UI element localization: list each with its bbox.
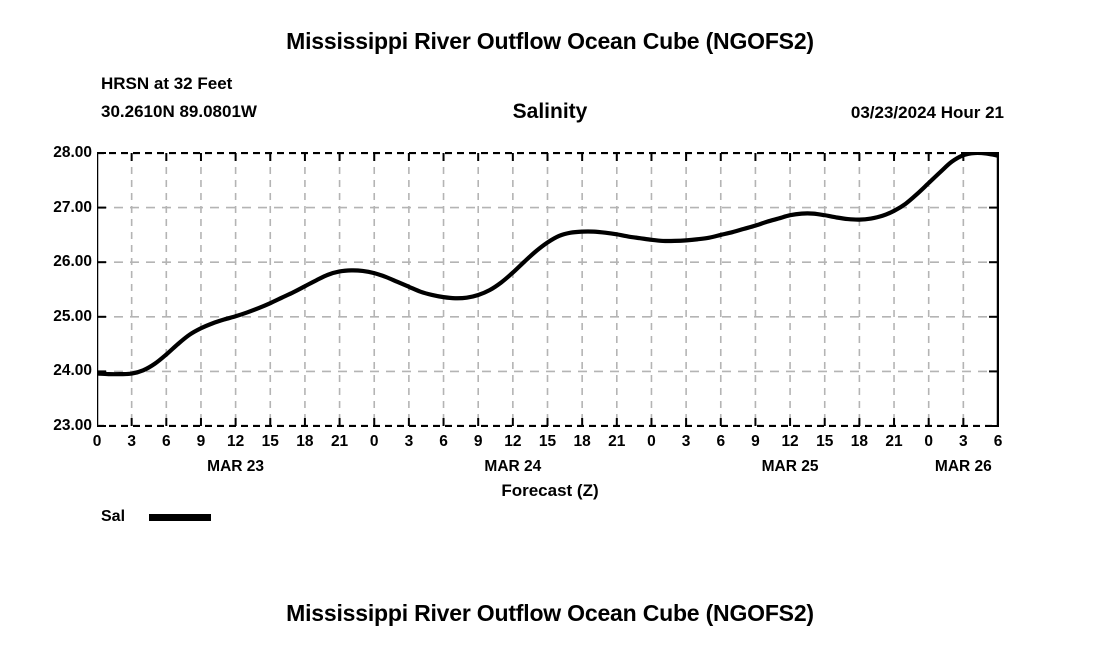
y-axis-tick-label: 28.00 — [53, 144, 92, 161]
legend: Sal — [101, 508, 212, 526]
x-axis-tick-label: 12 — [504, 433, 522, 450]
horizontal-gridlines — [98, 206, 997, 373]
x-axis-tick-label: 21 — [330, 433, 349, 450]
footer-title: Mississippi River Outflow Ocean Cube (NG… — [286, 600, 814, 626]
x-axis-tick-label: 0 — [92, 433, 102, 450]
plot-area — [97, 152, 999, 427]
valid-time-label: 03/23/2024 Hour 21 — [850, 103, 1004, 122]
x-axis-tick-label: 0 — [369, 433, 379, 450]
x-axis-tick-label: 15 — [816, 433, 834, 450]
y-axis-tick-label: 24.00 — [53, 362, 92, 380]
x-axis-tick-label: 21 — [608, 433, 626, 450]
x-axis-tick-label: 0 — [647, 433, 656, 450]
x-axis-title: Forecast (Z) — [501, 481, 599, 500]
x-axis-tick-label: 6 — [993, 433, 1003, 450]
x-axis-day-label: MAR 23 — [207, 458, 265, 475]
x-axis-tick-label: 3 — [127, 433, 136, 450]
station-depth-label: HRSN at 32 Feet — [101, 74, 233, 93]
x-axis-tick-label: 3 — [681, 433, 691, 450]
x-axis-tick-label: 6 — [161, 433, 171, 450]
page-title: Mississippi River Outflow Ocean Cube (NG… — [286, 28, 814, 54]
x-axis-tick-label: 12 — [781, 433, 799, 450]
x-axis-tick-label: 9 — [473, 433, 483, 450]
y-axis-tick-label: 26.00 — [53, 253, 92, 271]
x-axis-tick-label: 15 — [538, 433, 557, 450]
x-axis-day-label: MAR 25 — [761, 458, 819, 475]
y-axis-tick-label: 27.00 — [53, 198, 92, 216]
x-axis-tick-label: 15 — [261, 433, 279, 450]
x-axis-tick-label: 12 — [226, 433, 245, 450]
x-axis-tick-label: 21 — [885, 433, 903, 450]
x-axis-tick-label: 9 — [196, 433, 206, 450]
y-axis-tick-label: 23.00 — [53, 417, 92, 434]
x-axis-tick-label: 18 — [296, 433, 314, 450]
x-axis-tick-label: 6 — [439, 433, 448, 450]
x-axis-day-label: MAR 26 — [934, 458, 992, 475]
x-axis-day-label: MAR 24 — [484, 458, 542, 475]
vertical-gridlines — [130, 154, 965, 425]
x-axis-tick-label: 9 — [751, 433, 760, 450]
coordinates-label: 30.2610N 89.0801W — [101, 102, 257, 121]
x-axis-tick-label: 3 — [404, 433, 414, 450]
x-axis-tick-label: 0 — [924, 433, 933, 450]
x-axis-tick-label: 3 — [959, 433, 968, 450]
variable-title: Salinity — [512, 100, 588, 123]
salinity-line-chart — [97, 152, 999, 427]
x-axis-tick-label: 18 — [850, 433, 868, 450]
legend-swatch-sal — [149, 513, 212, 521]
y-axis-tick-label: 25.00 — [53, 307, 92, 325]
legend-label-sal: Sal — [101, 508, 126, 525]
x-axis-tick-label: 18 — [573, 433, 591, 450]
series-line-sal — [97, 152, 999, 377]
x-axis-tick-label: 6 — [716, 433, 726, 450]
